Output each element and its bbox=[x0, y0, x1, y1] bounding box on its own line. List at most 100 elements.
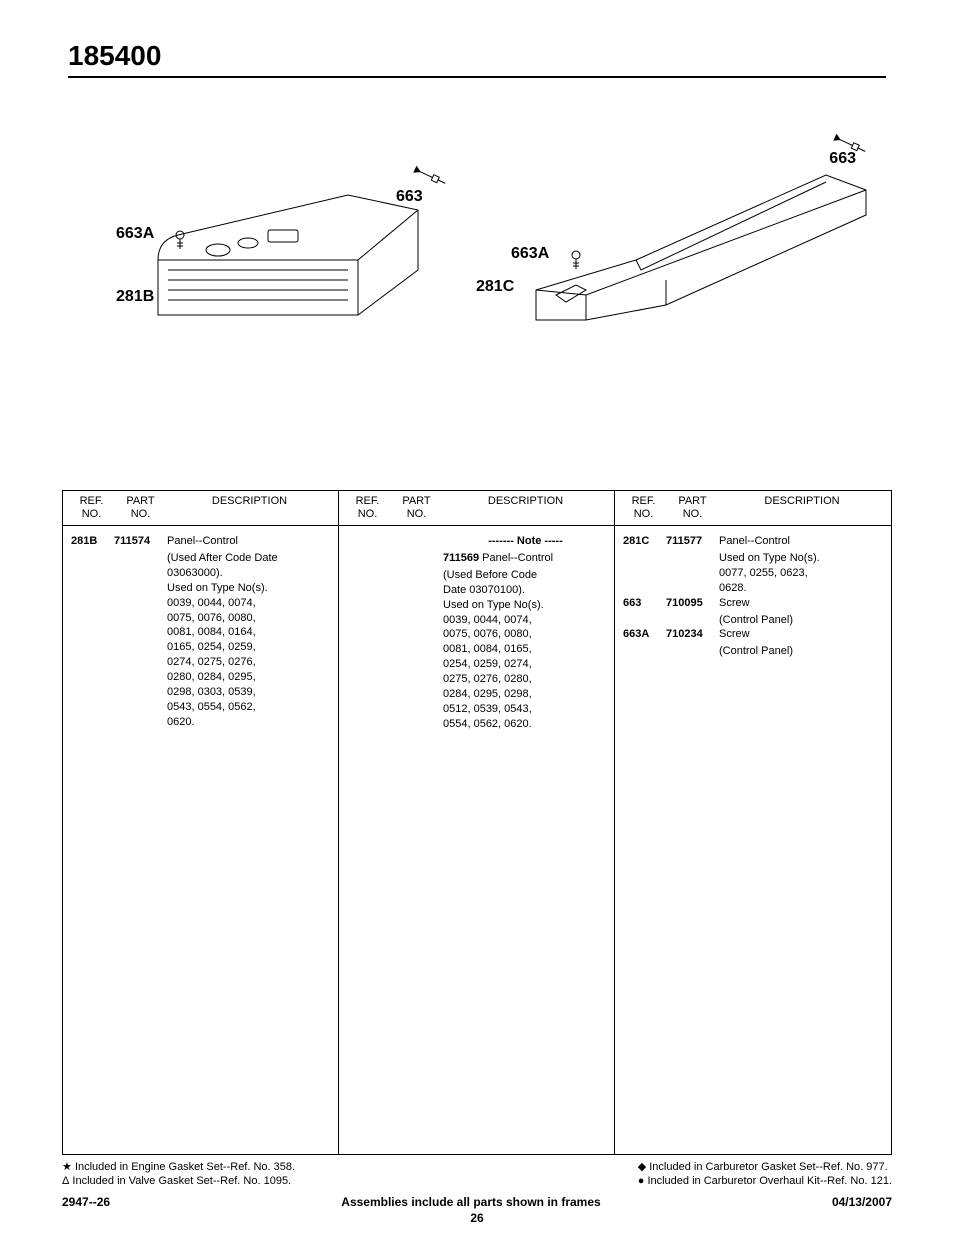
desc-line: 0280, 0284, 0295, bbox=[69, 670, 332, 685]
star-symbol: ★ bbox=[62, 1161, 72, 1173]
desc-line: 0284, 0295, 0298, bbox=[345, 687, 608, 702]
hdr-desc: DESCRIPTION bbox=[443, 495, 608, 521]
ref-no: 663A bbox=[621, 627, 666, 642]
hdr-part: PARTNO. bbox=[114, 495, 167, 521]
hdr-ref: REF.NO. bbox=[621, 495, 666, 521]
header-rule bbox=[68, 76, 886, 78]
hdr-desc: DESCRIPTION bbox=[719, 495, 885, 521]
description: Panel--Control bbox=[167, 534, 332, 549]
footer-right: 04/13/2007 bbox=[832, 1195, 892, 1209]
ref-no: 281C bbox=[621, 534, 666, 549]
desc-line: 0543, 0554, 0562, bbox=[69, 700, 332, 715]
ref-no: 281B bbox=[69, 534, 114, 549]
desc-line: 0254, 0259, 0274, bbox=[345, 657, 608, 672]
label-663-right: 663 bbox=[829, 150, 856, 168]
desc-line: 0081, 0084, 0165, bbox=[345, 642, 608, 657]
table-row: ------- Note ----- bbox=[345, 534, 608, 549]
desc-line: 0039, 0044, 0074, bbox=[69, 596, 332, 611]
desc-line: 0075, 0076, 0080, bbox=[345, 627, 608, 642]
table-row: 281B 711574 Panel--Control bbox=[69, 534, 332, 549]
desc-line: 0554, 0562, 0620. bbox=[345, 717, 608, 732]
footer-notes-left: ★ Included in Engine Gasket Set--Ref. No… bbox=[62, 1160, 295, 1189]
left-diagram: 663 663A 281B bbox=[98, 140, 478, 340]
desc-line: 03063000). bbox=[69, 566, 332, 581]
delta-symbol: Δ bbox=[62, 1175, 69, 1187]
col-header: REF.NO. PARTNO. DESCRIPTION bbox=[63, 491, 338, 526]
desc-line: (Used After Code Date bbox=[69, 551, 332, 566]
note-star: Included in Engine Gasket Set--Ref. No. … bbox=[75, 1161, 295, 1173]
desc-line: (Control Panel) bbox=[621, 613, 885, 628]
description: Screw bbox=[719, 627, 885, 642]
hdr-desc: DESCRIPTION bbox=[167, 495, 332, 521]
parts-table: REF.NO. PARTNO. DESCRIPTION 281B 711574 … bbox=[62, 490, 892, 1155]
description: Panel--Control bbox=[719, 534, 885, 549]
hdr-part: PARTNO. bbox=[666, 495, 719, 521]
label-663A-right: 663A bbox=[511, 245, 549, 263]
footer-bottom: 2947--26 Assemblies include all parts sh… bbox=[62, 1195, 892, 1209]
table-col-2: REF.NO. PARTNO. DESCRIPTION ------- Note… bbox=[339, 491, 615, 1154]
part-no bbox=[390, 551, 443, 566]
note-part-no: 711569 bbox=[443, 552, 479, 564]
label-663A-left: 663A bbox=[116, 225, 154, 243]
hdr-part: PARTNO. bbox=[390, 495, 443, 521]
hdr-ref: REF.NO. bbox=[345, 495, 390, 521]
diamond-symbol: ◆ bbox=[638, 1161, 646, 1173]
desc-line: 0165, 0254, 0259, bbox=[69, 640, 332, 655]
desc-line: Date 03070100). bbox=[345, 583, 608, 598]
table-col-1: REF.NO. PARTNO. DESCRIPTION 281B 711574 … bbox=[63, 491, 339, 1154]
note-delta: Included in Valve Gasket Set--Ref. No. 1… bbox=[72, 1175, 291, 1187]
desc-line: 0039, 0044, 0074, bbox=[345, 613, 608, 628]
note-bullet: Included in Carburetor Overhaul Kit--Ref… bbox=[647, 1175, 892, 1187]
desc-line: (Used Before Code bbox=[345, 568, 608, 583]
note-diamond: Included in Carburetor Gasket Set--Ref. … bbox=[649, 1161, 887, 1173]
col-header: REF.NO. PARTNO. DESCRIPTION bbox=[615, 491, 891, 526]
table-col-3: REF.NO. PARTNO. DESCRIPTION 281C 711577 … bbox=[615, 491, 891, 1154]
page-number: 26 bbox=[62, 1211, 892, 1225]
col-body-3: 281C 711577 Panel--Control Used on Type … bbox=[615, 526, 891, 1154]
footer-notes: ★ Included in Engine Gasket Set--Ref. No… bbox=[62, 1160, 892, 1189]
desc-text: Panel--Control bbox=[482, 552, 553, 564]
desc-line: 0075, 0076, 0080, bbox=[69, 611, 332, 626]
desc-line: (Control Panel) bbox=[621, 644, 885, 659]
desc-line: 0081, 0084, 0164, bbox=[69, 625, 332, 640]
label-281B-left: 281B bbox=[116, 288, 154, 306]
desc-line: 0512, 0539, 0543, bbox=[345, 702, 608, 717]
page-header: 185400 bbox=[68, 40, 886, 78]
description: 711569 Panel--Control bbox=[443, 551, 608, 566]
desc-line: 0298, 0303, 0539, bbox=[69, 685, 332, 700]
col-header: REF.NO. PARTNO. DESCRIPTION bbox=[339, 491, 614, 526]
right-diagram: 663 663A 281C bbox=[466, 120, 886, 340]
bullet-symbol: ● bbox=[638, 1175, 645, 1187]
part-no: 710234 bbox=[666, 627, 719, 642]
page-footer: ★ Included in Engine Gasket Set--Ref. No… bbox=[62, 1160, 892, 1225]
col-body-1: 281B 711574 Panel--Control (Used After C… bbox=[63, 526, 338, 1154]
footer-notes-right: ◆ Included in Carburetor Gasket Set--Ref… bbox=[638, 1160, 892, 1189]
part-no: 710095 bbox=[666, 596, 719, 611]
desc-line: 0077, 0255, 0623, bbox=[621, 566, 885, 581]
table-row: 663 710095 Screw bbox=[621, 596, 885, 611]
ref-no bbox=[345, 534, 390, 549]
footer-center: Assemblies include all parts shown in fr… bbox=[110, 1195, 832, 1209]
desc-line: 0628. bbox=[621, 581, 885, 596]
desc-line: Used on Type No(s). bbox=[69, 581, 332, 596]
footer-left: 2947--26 bbox=[62, 1195, 110, 1209]
hdr-ref: REF.NO. bbox=[69, 495, 114, 521]
note-title: ------- Note ----- bbox=[443, 534, 608, 549]
desc-line: Used on Type No(s). bbox=[345, 598, 608, 613]
right-diagram-svg bbox=[466, 120, 886, 340]
part-no bbox=[390, 534, 443, 549]
part-no: 711574 bbox=[114, 534, 167, 549]
left-diagram-svg bbox=[98, 140, 478, 340]
ref-no: 663 bbox=[621, 596, 666, 611]
model-number: 185400 bbox=[68, 40, 886, 72]
table-row: 711569 Panel--Control bbox=[345, 551, 608, 566]
description: Screw bbox=[719, 596, 885, 611]
diagram-area: 663 663A 281B bbox=[68, 120, 886, 450]
label-281C-right: 281C bbox=[476, 278, 514, 296]
table-row: 663A 710234 Screw bbox=[621, 627, 885, 642]
desc-line: 0275, 0276, 0280, bbox=[345, 672, 608, 687]
table-row: 281C 711577 Panel--Control bbox=[621, 534, 885, 549]
table-grid: REF.NO. PARTNO. DESCRIPTION 281B 711574 … bbox=[63, 491, 891, 1154]
part-no: 711577 bbox=[666, 534, 719, 549]
desc-line: 0274, 0275, 0276, bbox=[69, 655, 332, 670]
